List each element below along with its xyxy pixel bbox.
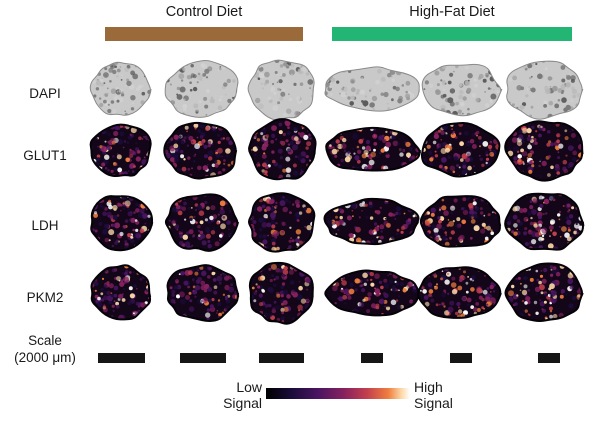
row-label-ldh: LDH xyxy=(31,218,59,233)
tissue-section-glut1-control-2 xyxy=(163,121,238,180)
tissue-section-dapi-control-1 xyxy=(89,61,152,116)
tissue-section-glut1-hfd-1 xyxy=(325,126,421,172)
tissue-section-dapi-control-3 xyxy=(247,59,315,121)
control-diet-bar xyxy=(105,27,303,41)
tissue-section-pkm2-control-3 xyxy=(248,261,314,325)
scale-bar-control-2 xyxy=(180,353,226,363)
tissue-section-pkm2-control-2 xyxy=(166,264,240,322)
high-fat-diet-bar xyxy=(332,27,572,41)
tissue-section-dapi-hfd-3 xyxy=(506,60,584,120)
tissue-section-glut1-hfd-2 xyxy=(420,121,501,178)
tissue-section-pkm2-hfd-1 xyxy=(324,269,421,317)
legend-low-line2: Signal xyxy=(223,395,262,411)
row-label-pkm2: PKM2 xyxy=(26,290,64,305)
tissue-section-ldh-hfd-2 xyxy=(419,195,502,248)
tissue-section-dapi-control-2 xyxy=(164,60,239,118)
row-label-glut1: GLUT1 xyxy=(23,148,67,163)
tissue-section-ldh-hfd-1 xyxy=(323,197,420,246)
row-label-dapi: DAPI xyxy=(29,86,61,101)
scale-bar-hfd-1 xyxy=(361,353,383,363)
control-diet-title: Control Diet xyxy=(165,4,243,20)
scale-bar-hfd-2 xyxy=(450,353,472,363)
legend-high-line2: Signal xyxy=(414,395,453,411)
signal-colormap-bar xyxy=(266,388,410,399)
tissue-section-ldh-hfd-3 xyxy=(504,192,585,251)
legend-low-line1: Low xyxy=(236,379,262,395)
tissue-section-glut1-control-3 xyxy=(248,118,317,181)
tissue-section-ldh-control-2 xyxy=(164,193,240,252)
scale-label-line2: (2000 μm) xyxy=(14,350,76,365)
tissue-section-pkm2-hfd-3 xyxy=(504,262,584,322)
scale-label: Scale (2000 μm) xyxy=(6,332,84,366)
legend-high-label: High Signal xyxy=(414,379,474,411)
tissue-section-grid xyxy=(89,59,585,325)
tissue-section-ldh-control-3 xyxy=(248,192,316,253)
scale-bar-hfd-3 xyxy=(538,353,560,363)
high-fat-diet-title: High-Fat Diet xyxy=(409,4,495,20)
tissue-section-glut1-control-1 xyxy=(89,123,152,178)
tissue-section-ldh-control-1 xyxy=(90,195,154,252)
tissue-section-dapi-hfd-1 xyxy=(324,66,420,112)
scale-label-line1: Scale xyxy=(28,333,62,348)
legend-low-label: Low Signal xyxy=(206,379,262,411)
scale-bar-control-1 xyxy=(98,353,145,363)
legend-high-line1: High xyxy=(414,379,443,395)
tissue-section-glut1-hfd-3 xyxy=(504,120,584,182)
tissue-section-pkm2-control-1 xyxy=(90,264,152,321)
scale-bar-control-3 xyxy=(259,353,304,363)
tissue-section-pkm2-hfd-2 xyxy=(416,266,502,319)
tissue-section-dapi-hfd-2 xyxy=(421,63,503,117)
